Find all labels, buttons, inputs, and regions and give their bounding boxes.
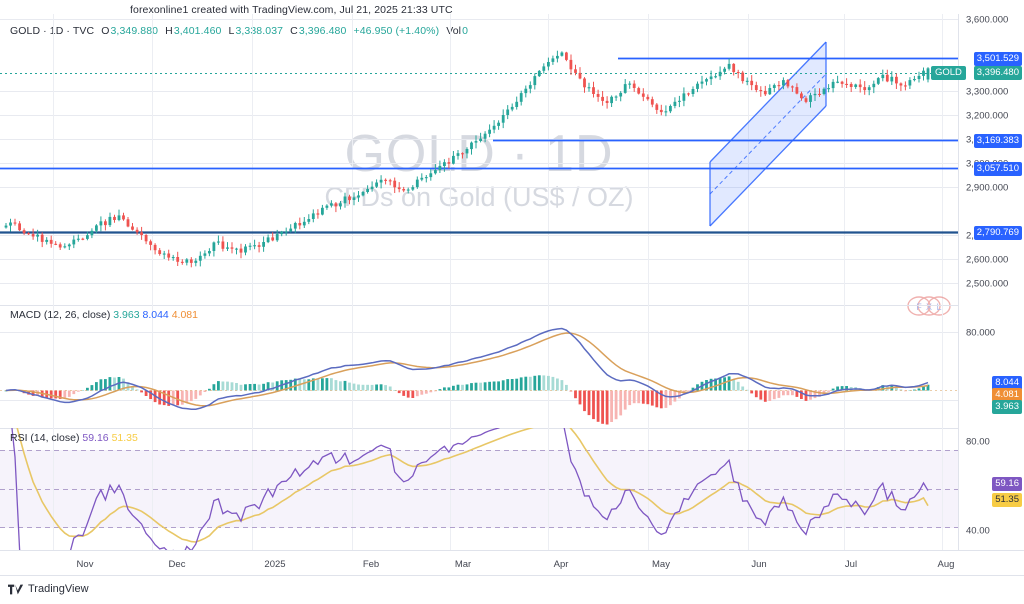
rsi-legend: RSI (14, close) 59.16 51.35 (10, 432, 138, 444)
macd-title[interactable]: MACD (12, 26, close) (10, 309, 111, 321)
time-tick: Dec (168, 559, 186, 570)
legend-symbol[interactable]: GOLD · 1D · TVC (10, 25, 95, 37)
macd-pane[interactable]: MACD (12, 26, close) 3.963 8.044 4.081 (0, 305, 1024, 428)
time-tick: 2025 (264, 559, 286, 570)
rsi-threshold-lines (0, 450, 958, 528)
macd-signal-value: 4.081 (171, 309, 198, 321)
macd-gridlines-h (0, 332, 958, 401)
price-tick: 3,300.000 (966, 86, 1009, 98)
macd-main-line (5, 327, 929, 411)
legend-low-label: L (228, 25, 235, 37)
tradingview-brand-label: TradingView (28, 583, 89, 595)
support-resistance-lines (0, 57, 958, 234)
level-tag-3057[interactable]: 3,057.510 (973, 162, 1022, 176)
rsi-value: 59.16 (82, 432, 109, 444)
legend-close-value: 3,396.480 (298, 25, 347, 37)
credit-line: forexonline1 created with TradingView.co… (130, 4, 453, 16)
rsi-tick: 80.00 (966, 436, 990, 448)
time-tick: Jul (844, 559, 858, 570)
tradingview-logo-icon (8, 584, 24, 594)
current-price-tag[interactable]: 3,396.480 (973, 66, 1022, 80)
price-gridlines-h (0, 19, 958, 284)
level-tag-3169[interactable]: 3,169.383 (973, 134, 1022, 148)
rsi-pane[interactable]: RSI (14, close) 59.16 51.35 (0, 428, 1024, 550)
rsi-axis[interactable]: 80.00 40.00 59.16 51.35 (958, 428, 1024, 550)
macd-plot-area[interactable] (0, 305, 958, 428)
rsi-value-tag[interactable]: 59.16 (992, 477, 1022, 491)
time-tick: May (652, 559, 670, 570)
macd-axis[interactable]: 80.000 8.044 4.081 3.963 (958, 305, 1024, 428)
tradingview-brand[interactable]: TradingView (8, 583, 89, 595)
legend-high-value: 3,401.460 (173, 25, 222, 37)
candlestick-series (4, 50, 930, 268)
price-chart-svg (0, 14, 958, 305)
symbol-price-pill: GOLD (931, 66, 966, 80)
level-tag-3501[interactable]: 3,501.529 (973, 52, 1022, 66)
macd-hist-tag[interactable]: 3.963 (992, 400, 1022, 414)
symbol-legend: GOLD · 1D · TVC O3,349.880 H3,401.460 L3… (10, 25, 469, 37)
macd-signal-tag[interactable]: 4.081 (992, 388, 1022, 402)
legend-open-label: O (101, 25, 110, 37)
pane-separator-macd (0, 305, 1024, 306)
time-axis[interactable]: Nov Dec 2025 Feb Mar Apr May Jun Jul Aug (0, 550, 1024, 576)
legend-change: +46.950 (+1.40%) (353, 25, 440, 37)
price-pane[interactable]: GOLD · 1D CFDs on Gold (US$ / OZ) (0, 14, 1024, 316)
rsi-main-line (11, 428, 929, 550)
legend-open-value: 3,349.880 (110, 25, 159, 37)
macd-gridlines-v (53, 305, 943, 428)
macd-tick: 80.000 (966, 327, 996, 339)
time-tick: Jun (751, 559, 767, 570)
brand-logo-watermark: F X L (906, 295, 952, 317)
macd-hist-value: 3.963 (113, 309, 140, 321)
rsi-plot-area[interactable] (0, 428, 958, 550)
macd-legend: MACD (12, 26, close) 3.963 8.044 4.081 (10, 309, 198, 321)
svg-text:F: F (916, 302, 922, 312)
legend-low-value: 3,338.037 (235, 25, 284, 37)
price-tick: 3,600.000 (966, 14, 1009, 26)
rsi-gridlines-v (53, 428, 943, 550)
time-tick: Apr (553, 559, 569, 570)
time-tick: Aug (937, 559, 955, 570)
rsi-tick: 40.00 (966, 525, 990, 537)
rsi-ma-tag[interactable]: 51.35 (992, 493, 1022, 507)
logo-rings-icon: F X L (907, 296, 951, 316)
legend-high-label: H (165, 25, 173, 37)
legend-volume-value: 0 (462, 25, 469, 37)
ascending-channel-drawing (709, 41, 827, 227)
price-tick: 2,500.000 (966, 278, 1009, 290)
time-tick: Feb (362, 559, 380, 570)
price-gridlines-v (53, 14, 943, 305)
time-tick: Mar (454, 559, 472, 570)
macd-chart-svg (0, 305, 958, 428)
price-tick: 3,200.000 (966, 110, 1009, 122)
rsi-ma-line (16, 428, 929, 543)
price-plot-area[interactable]: GOLD · 1D CFDs on Gold (US$ / OZ) (0, 14, 958, 305)
macd-signal-line (5, 332, 929, 407)
svg-text:L: L (936, 302, 941, 312)
level-tag-2790[interactable]: 2,790.769 (973, 226, 1022, 240)
price-tick: 2,900.000 (966, 182, 1009, 194)
legend-volume-label: Vol (446, 25, 462, 37)
macd-histogram (4, 375, 930, 425)
rsi-ma-value: 51.35 (111, 432, 138, 444)
legend-close-label: C (290, 25, 298, 37)
rsi-title[interactable]: RSI (14, close) (10, 432, 80, 444)
time-tick: Nov (76, 559, 94, 570)
rsi-chart-svg (0, 428, 958, 550)
pane-separator-rsi (0, 428, 1024, 429)
macd-line-value: 8.044 (142, 309, 169, 321)
macd-line-tag[interactable]: 8.044 (992, 376, 1022, 390)
price-tick: 2,600.000 (966, 254, 1009, 266)
svg-text:X: X (926, 302, 932, 312)
price-axis[interactable]: 3,600.000 3,300.000 3,200.000 3,100.000 … (958, 14, 1024, 305)
